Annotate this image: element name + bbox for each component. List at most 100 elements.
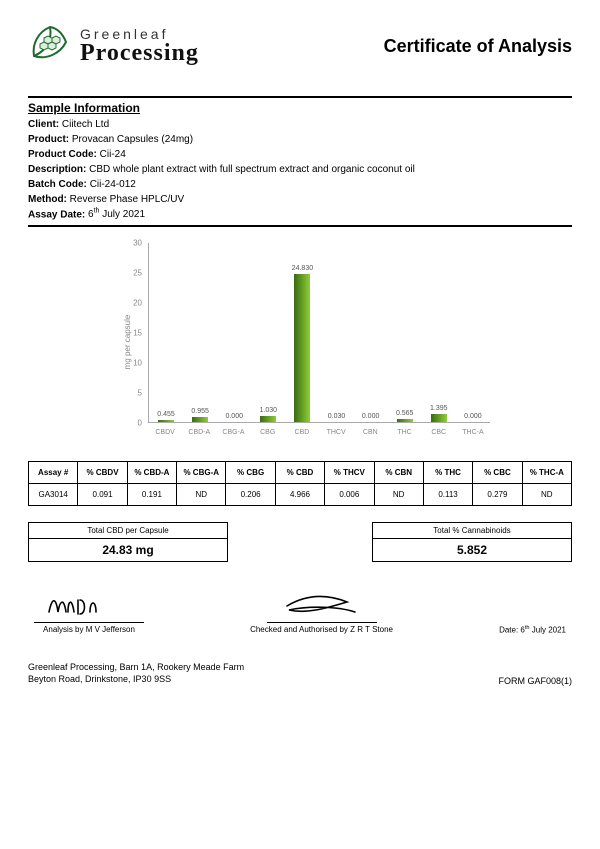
bar-slot: 0.000: [456, 243, 490, 422]
footer-form: FORM GAF008(1): [498, 676, 572, 686]
bar: [158, 420, 174, 423]
xlabel: CBN: [353, 425, 387, 447]
info-product: Product: Provacan Capsules (24mg): [28, 132, 572, 147]
bar-chart: mg per capsule 051015202530 0.4550.9550.…: [110, 237, 490, 447]
bar: [260, 416, 276, 422]
total-cannabinoids-value: 5.852: [373, 539, 571, 561]
bar-slot: 24.830: [285, 243, 319, 422]
xlabel: CBD: [285, 425, 319, 447]
bar-slot: 1.395: [422, 243, 456, 422]
table-header: % CBDV: [78, 462, 127, 484]
total-cannabinoids-label: Total % Cannabinoids: [373, 523, 571, 539]
table-cell: 0.191: [127, 484, 176, 506]
table-header-row: Assay #% CBDV% CBD-A% CBG-A% CBG% CBD% T…: [29, 462, 572, 484]
signature-row: Analysis by M V Jefferson Checked and Au…: [28, 592, 572, 634]
ytick: 25: [110, 269, 142, 278]
xlabel: CBDV: [148, 425, 182, 447]
table-header: % THC: [423, 462, 472, 484]
assay-table: Assay #% CBDV% CBD-A% CBG-A% CBG% CBD% T…: [28, 461, 572, 506]
table-cell: ND: [522, 484, 571, 506]
bar-value-label: 0.955: [183, 408, 217, 415]
total-cbd-value: 24.83 mg: [29, 539, 227, 561]
signature-1-icon: [44, 592, 134, 618]
ytick: 5: [110, 389, 142, 398]
bar-value-label: 0.565: [388, 410, 422, 417]
brand-name-bottom: Processing: [80, 41, 199, 65]
brand-name-top: Greenleaf: [80, 27, 199, 41]
totals-row: Total CBD per Capsule 24.83 mg Total % C…: [28, 522, 572, 562]
bar-value-label: 24.830: [285, 265, 319, 272]
xlabel: CBD-A: [182, 425, 216, 447]
page-title: Certificate of Analysis: [384, 36, 572, 57]
table-cell: 0.113: [423, 484, 472, 506]
table-cell: 0.091: [78, 484, 127, 506]
info-assay-date: Assay Date: 6th July 2021: [28, 207, 572, 222]
signature-2-icon: [277, 592, 367, 618]
ytick: 15: [110, 329, 142, 338]
table-header: % CBG: [226, 462, 275, 484]
xlabel: THC: [387, 425, 421, 447]
bar-value-label: 0.000: [456, 413, 490, 420]
table-header: % THC-A: [522, 462, 571, 484]
info-client: Client: Ciitech Ltd: [28, 117, 572, 132]
xlabel: CBG-A: [216, 425, 250, 447]
bar-slot: 0.565: [388, 243, 422, 422]
header: Greenleaf Processing Certificate of Anal…: [28, 24, 572, 68]
bar-value-label: 1.030: [251, 407, 285, 414]
bar-value-label: 0.030: [319, 413, 353, 420]
bar-slot: 0.955: [183, 243, 217, 422]
total-cbd-box: Total CBD per Capsule 24.83 mg: [28, 522, 228, 562]
xlabel: THC-A: [456, 425, 490, 447]
bar: [397, 419, 413, 422]
ytick: 30: [110, 239, 142, 248]
table-cell: 4.966: [275, 484, 324, 506]
info-description: Description: CBD whole plant extract wit…: [28, 162, 572, 177]
chart-bars: 0.4550.9550.0001.03024.8300.0300.0000.56…: [149, 243, 490, 422]
table-cell: 0.279: [473, 484, 522, 506]
table-cell: ND: [374, 484, 423, 506]
bar-slot: 0.000: [354, 243, 388, 422]
brand: Greenleaf Processing: [28, 24, 199, 68]
bar-value-label: 0.000: [354, 413, 388, 420]
bar-slot: 0.000: [217, 243, 251, 422]
bar-value-label: 1.395: [422, 405, 456, 412]
footer: Greenleaf Processing, Barn 1A, Rookery M…: [28, 662, 572, 685]
bar-value-label: 0.000: [217, 413, 251, 420]
xlabel: CBC: [422, 425, 456, 447]
sample-info: Sample Information Client: Ciitech Ltd P…: [28, 96, 572, 227]
bar: [431, 414, 447, 422]
signature-checked: Checked and Authorised by Z R T Stone: [250, 592, 393, 634]
chart-xlabels: CBDVCBD-ACBG-ACBGCBDTHCVCBNTHCCBCTHC-A: [148, 425, 490, 447]
table-cell: 0.006: [325, 484, 374, 506]
table-header: % THCV: [325, 462, 374, 484]
table-row: GA30140.0910.191ND0.2064.9660.006ND0.113…: [29, 484, 572, 506]
total-cbd-label: Total CBD per Capsule: [29, 523, 227, 539]
table-header: % CBN: [374, 462, 423, 484]
bar-slot: 0.030: [319, 243, 353, 422]
total-cannabinoids-box: Total % Cannabinoids 5.852: [372, 522, 572, 562]
table-header: % CBG-A: [177, 462, 226, 484]
xlabel: THCV: [319, 425, 353, 447]
table-header: % CBD: [275, 462, 324, 484]
xlabel: CBG: [251, 425, 285, 447]
table-cell: 0.206: [226, 484, 275, 506]
bar-value-label: 0.455: [149, 411, 183, 418]
footer-address: Greenleaf Processing, Barn 1A, Rookery M…: [28, 662, 244, 685]
chart-plot: 0.4550.9550.0001.03024.8300.0300.0000.56…: [148, 243, 490, 423]
bar: [294, 274, 310, 422]
signature-analysis: Analysis by M V Jefferson: [34, 592, 144, 634]
table-cell: ND: [177, 484, 226, 506]
bar: [192, 417, 208, 423]
bar-slot: 1.030: [251, 243, 285, 422]
brand-text: Greenleaf Processing: [80, 27, 199, 65]
signature-date: Date: 6th July 2021: [499, 596, 566, 635]
ytick: 20: [110, 299, 142, 308]
ytick: 0: [110, 419, 142, 428]
info-method: Method: Reverse Phase HPLC/UV: [28, 192, 572, 207]
table-header: % CBC: [473, 462, 522, 484]
table-header: % CBD-A: [127, 462, 176, 484]
section-title: Sample Information: [28, 101, 572, 115]
table-header: Assay #: [29, 462, 78, 484]
info-batch: Batch Code: Cii-24-012: [28, 177, 572, 192]
leaf-logo-icon: [28, 24, 72, 68]
